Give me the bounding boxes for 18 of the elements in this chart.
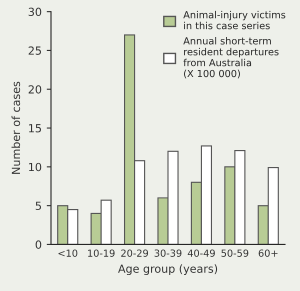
x-tick-label: 10-19 bbox=[88, 249, 115, 257]
y-tick-label: 25 bbox=[28, 46, 41, 55]
y-tick-label: 0 bbox=[36, 240, 42, 249]
x-tick-label: 20-29 bbox=[121, 249, 148, 257]
x-axis-title: Age group (years) bbox=[118, 264, 218, 276]
y-tick-label: 10 bbox=[29, 162, 42, 172]
legend-label: Animal-injury victims in this case series bbox=[183, 10, 286, 30]
y-tick-label: 20 bbox=[28, 85, 42, 94]
x-tick-label: 50-59 bbox=[221, 249, 248, 257]
x-tick-label: 30-39 bbox=[154, 249, 182, 257]
y-axis-title: Number of cases bbox=[12, 82, 20, 174]
y-tick-label: 15 bbox=[29, 124, 41, 132]
x-tick-label: 40-49 bbox=[188, 249, 215, 257]
x-tick-label: 60+ bbox=[258, 249, 278, 257]
y-tick-label: 30 bbox=[28, 8, 42, 16]
legend-label: Annual short-term resident departures from Australia (X 100 000) bbox=[183, 37, 279, 78]
x-tick-label: <10 bbox=[58, 249, 78, 257]
y-tick-label: 5 bbox=[36, 202, 41, 210]
